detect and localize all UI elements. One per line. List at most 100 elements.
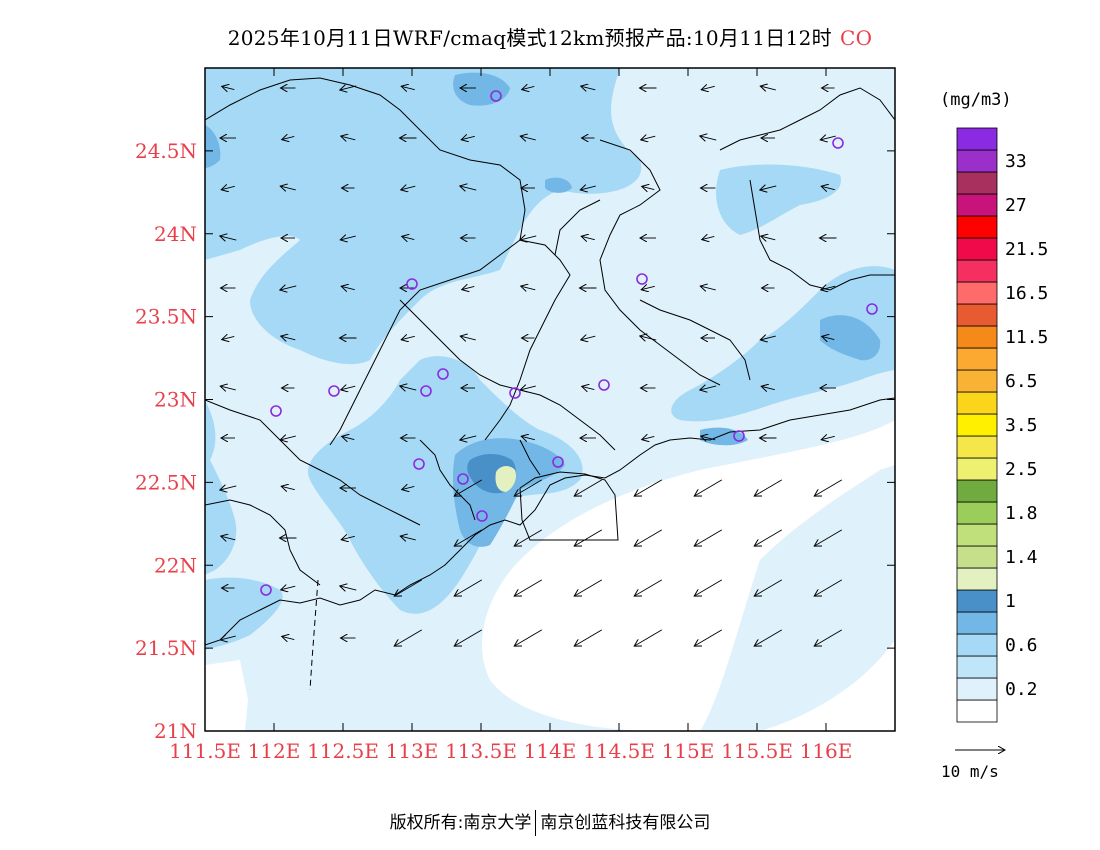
color-bar-segment: [956, 369, 998, 393]
color-bar-label: 1.4: [1005, 547, 1038, 568]
wind-arrow: [634, 479, 663, 496]
y-tick-label: 21N: [154, 719, 197, 743]
wind-arrow: [761, 236, 776, 240]
wind-arrow: [514, 529, 543, 546]
station-marker: [476, 510, 488, 522]
wind-arrow: [521, 286, 536, 290]
color-bar-segment: [956, 501, 998, 525]
island-dash: [309, 579, 319, 691]
wind-arrow: [761, 386, 775, 389]
wind-arrow: [222, 336, 235, 339]
wind-arrow: [754, 529, 783, 546]
wind-arrow: [520, 136, 536, 140]
wind-arrow: [282, 136, 295, 139]
color-bar-segment: [956, 237, 998, 261]
footer-right: 南京创蓝科技有限公司: [540, 813, 711, 833]
wind-arrow: [221, 536, 236, 540]
wind-arrow: [514, 479, 543, 496]
color-bar: 0.2 0.6 1 1.4 1.8 2.5 3.5 6.5 11.5 16.5 21.5 27 33: [956, 127, 1048, 723]
wind-arrow: [821, 186, 835, 189]
map-title: 2025年10月11日WRF/cmaq模式12km预报产品:10月11日12时 C…: [0, 22, 1100, 51]
province-line-j: [639, 299, 751, 381]
co-level-0-6-d: [205, 577, 283, 650]
color-bar-segment: [956, 171, 998, 195]
wind-vectors: [220, 86, 843, 646]
x-tick-label: 111.5E: [169, 739, 241, 763]
wind-arrow: [454, 529, 483, 546]
wind-arrow: [821, 286, 836, 290]
wind-arrow: [822, 336, 835, 339]
co-level-0-6: [205, 68, 642, 365]
wind-arrow: [401, 186, 416, 190]
wind-arrow: [340, 236, 356, 240]
wind-arrow: [634, 629, 663, 646]
wind-arrow: [521, 436, 535, 439]
footer: 版权所有:南京大学 南京创蓝科技有限公司: [0, 808, 1100, 836]
coastline: [205, 397, 895, 646]
wind-arrow: [280, 286, 297, 290]
color-bar-segment: [956, 567, 998, 591]
color-bar-label: 6.5: [1005, 371, 1038, 392]
wind-arrow: [642, 186, 655, 189]
x-tick-label: 115E: [662, 739, 715, 763]
color-bar-segment: [956, 325, 998, 349]
wind-arrow: [402, 236, 415, 239]
co-level-0-8-b: [205, 125, 221, 168]
co-level-below-0-2: [205, 420, 895, 731]
station-marker: [420, 385, 432, 397]
color-bar-segment: [956, 347, 998, 371]
wind-arrow: [280, 186, 296, 190]
province-line-i: [554, 199, 601, 256]
wind-arrow: [694, 579, 723, 596]
color-bar-segment: [956, 677, 998, 701]
color-bar-segment: [956, 259, 998, 283]
color-bar-segment: [956, 413, 998, 437]
y-tick-label: 23.5N: [135, 305, 197, 329]
color-bar-segment: [956, 193, 998, 217]
footer-separator: [535, 810, 537, 836]
province-line-l: [519, 439, 541, 476]
color-bar-label: 1.8: [1005, 503, 1038, 524]
color-bar-segment: [956, 281, 998, 305]
color-bar-label: 27: [1005, 195, 1027, 216]
province-line-a: [205, 77, 526, 446]
wind-arrow: [400, 536, 416, 540]
co-level-0-8-a: [453, 72, 510, 106]
wind-arrow: [694, 529, 723, 546]
wind-arrow: [221, 186, 235, 189]
wind-arrow: [700, 136, 717, 140]
color-bar-label: 21.5: [1005, 239, 1048, 260]
x-tick-label: 114.5E: [583, 739, 655, 763]
color-bar-label: 0.6: [1005, 635, 1038, 656]
wind-arrow: [520, 386, 536, 390]
wind-arrow: [341, 286, 355, 289]
wind-arrow: [754, 629, 783, 646]
legend-unit: (mg/m3): [940, 90, 1012, 110]
wind-arrow: [401, 336, 415, 339]
color-bar-segment: [956, 611, 998, 635]
x-tick-label: 115.5E: [721, 739, 793, 763]
color-bar-segment: [956, 545, 998, 569]
color-bar-label: 16.5: [1005, 283, 1048, 304]
station-marker: [866, 303, 878, 315]
axis-group: 111.5E 112E 112.5E 113E 113.5E 114E 114.5E 115E…: [135, 68, 895, 763]
color-bar-label: 0.2: [1005, 679, 1038, 700]
wind-arrow: [760, 336, 776, 340]
wind-arrow: [581, 86, 596, 90]
wind-arrow: [454, 579, 483, 596]
color-bar-segment: [956, 589, 998, 613]
co-level-0-2-sea-strip: [700, 465, 895, 731]
reference-vector-label: 10 m/s: [941, 762, 999, 781]
stations: [260, 90, 878, 596]
wind-arrow: [701, 436, 716, 440]
color-bar-segment: [956, 655, 998, 679]
wind-arrow: [460, 436, 477, 440]
wind-arrow: [814, 479, 843, 496]
wind-arrow: [341, 536, 355, 539]
footer-left: 版权所有:南京大学: [389, 813, 532, 833]
wind-arrow: [281, 486, 295, 489]
color-bar-segment: [956, 633, 998, 657]
wind-arrow: [454, 629, 483, 646]
x-tick-label: 112E: [248, 739, 301, 763]
